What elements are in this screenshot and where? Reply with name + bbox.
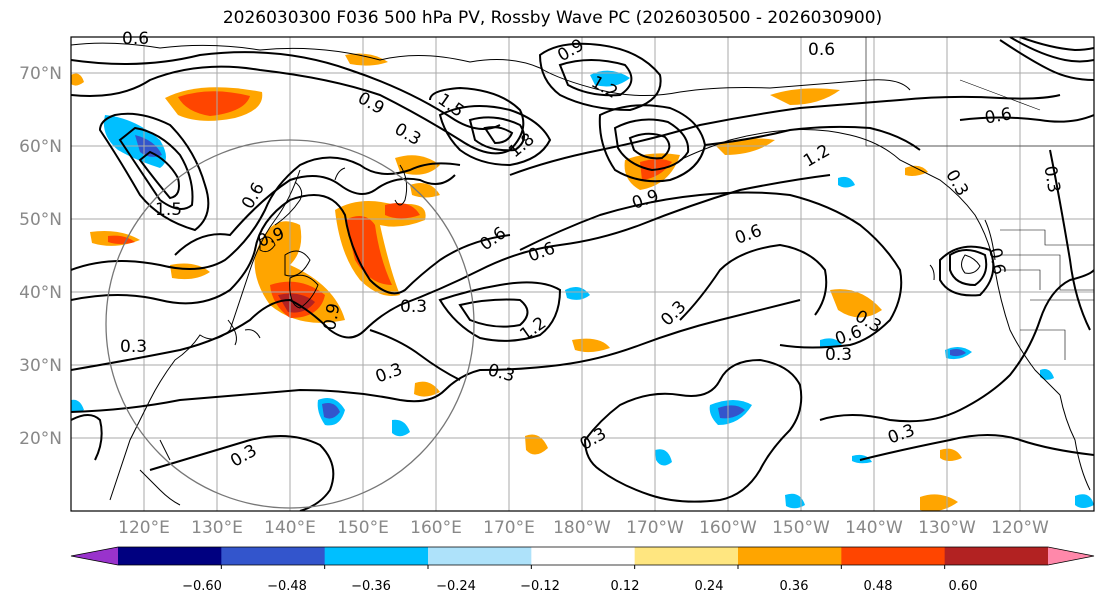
colorbar-segment (118, 547, 222, 565)
colorbar-segment (944, 547, 1049, 565)
contour-label: 0.3 (825, 345, 852, 365)
lon-label: 130°W (918, 518, 976, 538)
borders (865, 37, 1094, 360)
lon-label: 130°E (191, 518, 243, 538)
contour-label: 0.6 (808, 40, 835, 60)
colorbar-extend-max (1048, 547, 1094, 565)
region-circle (105, 139, 475, 509)
lon-label: 140°E (264, 518, 316, 538)
lon-label: 170°E (483, 518, 535, 538)
contour-label: 1.5 (155, 200, 182, 220)
colorbar (70, 546, 1095, 569)
colorbar-segment (738, 547, 842, 565)
colorbar-tick-label: −0.36 (351, 579, 391, 594)
contour-label: 0.6 (984, 246, 1008, 276)
contour-label: 0.3 (400, 297, 427, 317)
colorbar-segment (841, 547, 946, 565)
colorbar-tick-label: 0.24 (695, 579, 724, 594)
lon-label: 150°W (772, 518, 830, 538)
lat-label: 20°N (19, 429, 62, 449)
colorbar-outline (70, 546, 1095, 566)
colorbar-tick-label: −0.48 (267, 579, 307, 594)
colorbar-segment (531, 547, 636, 565)
lon-label: 120°E (118, 518, 170, 538)
lon-label: 140°W (845, 518, 903, 538)
colorbar-segment (428, 547, 532, 565)
lon-label: 120°W (991, 518, 1049, 538)
colorbar-extend-min (71, 547, 118, 565)
lat-label: 50°N (19, 210, 62, 230)
map-title: 2026030300 F036 500 hPa PV, Rossby Wave … (222, 8, 883, 28)
pv-contours (71, 37, 1094, 511)
colorbar-tick-label: −0.12 (520, 579, 560, 594)
contour-label: 0.6 (983, 104, 1013, 128)
colorbar-tick-label: 0.12 (611, 579, 640, 594)
latitude-labels: 70°N 60°N 50°N 40°N 30°N 20°N (19, 64, 62, 449)
lat-label: 40°N (19, 283, 62, 303)
colorbar-segment (634, 547, 739, 565)
colorbar-tick-label: 0.48 (864, 579, 893, 594)
coastlines (71, 42, 1091, 506)
colorbar-segment (324, 547, 429, 565)
lon-label: 160°W (699, 518, 757, 538)
colorbar-tick-label: 0.60 (949, 579, 978, 594)
colorbar-segment (221, 547, 326, 565)
colorbar-labels: −0.60 −0.48 −0.36 −0.24 −0.12 0.12 0.24 … (182, 579, 977, 594)
lat-label: 70°N (19, 64, 62, 84)
lat-label: 30°N (19, 356, 62, 376)
colorbar-tick-label: 0.36 (780, 579, 809, 594)
pv-anomaly-negative (71, 70, 1094, 509)
contour-label: 0.3 (1039, 164, 1063, 194)
lon-label: 180°W (553, 518, 611, 538)
colorbar-tick-label: −0.24 (436, 579, 476, 594)
contour-label: 0.6 (122, 29, 149, 49)
lon-label: 160°E (410, 518, 462, 538)
lon-label: 150°E (337, 518, 389, 538)
lat-label: 60°N (19, 137, 62, 157)
map-frame (70, 36, 1095, 512)
graticule (71, 37, 1094, 511)
lon-label: 170°W (626, 518, 684, 538)
contour-label: 0.3 (120, 337, 147, 357)
contour-label: 0.9 (320, 302, 344, 332)
longitude-labels: 120°E 130°E 140°E 150°E 160°E 170°E 180°… (118, 518, 1049, 538)
colorbar-tick-label: −0.60 (182, 579, 222, 594)
